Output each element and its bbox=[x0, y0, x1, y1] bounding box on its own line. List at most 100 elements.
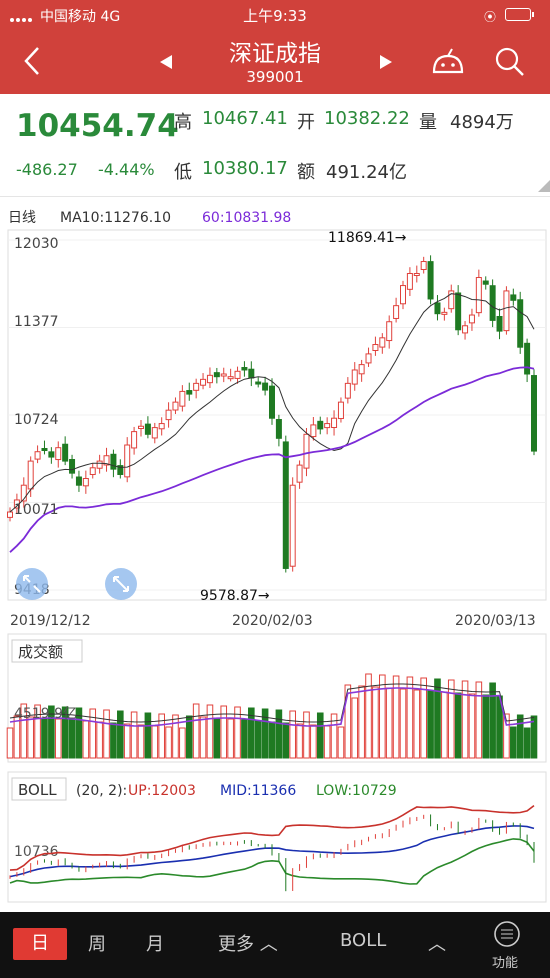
function-label[interactable]: 功能 bbox=[492, 956, 519, 971]
candle-body bbox=[269, 385, 275, 419]
back-icon[interactable] bbox=[22, 46, 42, 76]
signal-icon bbox=[10, 10, 34, 26]
volume-bar bbox=[330, 713, 338, 759]
volume-bar bbox=[123, 723, 131, 759]
period-label: 日线 bbox=[8, 210, 36, 226]
volume-bar bbox=[227, 718, 234, 759]
volume-title: 成交额 bbox=[18, 643, 63, 661]
tab-week[interactable]: 周 bbox=[88, 934, 106, 955]
volume-bar bbox=[248, 707, 255, 759]
boll-low-line bbox=[9, 838, 535, 885]
candle-body bbox=[144, 423, 151, 435]
candle-body bbox=[48, 451, 55, 458]
volume-bar bbox=[199, 716, 207, 759]
tab-month[interactable]: 月 bbox=[146, 934, 164, 955]
candle-body bbox=[317, 420, 324, 430]
candle-body bbox=[69, 459, 76, 474]
bottom-toolbar: 日 周 月 更多 ︿ BOLL ︿ 功能 bbox=[0, 912, 550, 978]
boll-tab[interactable] bbox=[11, 777, 67, 801]
clock: 上午9:33 bbox=[243, 7, 307, 25]
candle-body bbox=[96, 460, 103, 469]
candle-body bbox=[393, 305, 400, 319]
quote-panel: 10454.74 高 10467.41 开 10382.22 量 4894万 -… bbox=[0, 94, 550, 197]
next-stock-icon[interactable] bbox=[378, 54, 394, 70]
volume-bar bbox=[185, 715, 193, 759]
tab-day[interactable]: 日 bbox=[13, 928, 67, 960]
page-title: 深证成指 bbox=[229, 41, 321, 67]
boll-mid: MID:11366 bbox=[220, 783, 296, 799]
candle-body bbox=[34, 451, 41, 460]
zoom-out-button[interactable] bbox=[16, 568, 48, 600]
volume-bar bbox=[75, 707, 83, 759]
volume-bar bbox=[379, 674, 386, 759]
indicator-chevron-up-icon[interactable]: ︿ bbox=[428, 934, 446, 955]
candle-body bbox=[206, 374, 213, 384]
candle-body bbox=[303, 433, 310, 469]
kline-chart-area[interactable]: 日线 MA10:11276.10 60:10831.98 12030 11377… bbox=[0, 196, 550, 978]
candle-body bbox=[82, 478, 89, 487]
prev-stock-icon[interactable] bbox=[158, 54, 174, 70]
robot-assistant-icon[interactable] bbox=[430, 46, 466, 78]
tab-more[interactable]: 更多 ︿ bbox=[218, 930, 278, 956]
volume-bar bbox=[475, 681, 483, 759]
indicator-select[interactable]: BOLL bbox=[340, 930, 387, 951]
candle-body bbox=[103, 455, 110, 466]
volume-tab[interactable] bbox=[11, 639, 83, 663]
carrier-label: 中国移动 4G bbox=[40, 9, 121, 25]
more-label: 更多 bbox=[218, 934, 254, 955]
volume-bar bbox=[516, 714, 524, 759]
volume-bar bbox=[34, 704, 41, 759]
volume-bar bbox=[213, 717, 221, 759]
y-tick-1: 12030 bbox=[14, 236, 59, 252]
volume-bar bbox=[41, 717, 48, 759]
volume-bar bbox=[344, 684, 352, 759]
y-tick-3: 10724 bbox=[14, 412, 59, 428]
expand-corner-icon[interactable] bbox=[538, 180, 550, 192]
x-label-end: 2020/03/13 bbox=[455, 613, 536, 629]
search-icon[interactable] bbox=[494, 46, 526, 78]
volume-bar bbox=[337, 726, 345, 759]
candle-body bbox=[255, 381, 262, 385]
volume-bar bbox=[385, 687, 393, 759]
volume-bar bbox=[110, 722, 117, 759]
candle-body bbox=[89, 467, 96, 475]
candle-body bbox=[503, 290, 510, 332]
boll-price-ticks bbox=[9, 814, 535, 892]
open-value: 10382.22 bbox=[324, 108, 410, 129]
volume-bar bbox=[48, 705, 55, 759]
candle-body bbox=[75, 476, 82, 486]
volume-bar bbox=[289, 710, 296, 759]
volume-bar bbox=[144, 712, 152, 759]
candle-body bbox=[262, 382, 269, 391]
candle-body bbox=[27, 460, 34, 490]
candle-body bbox=[172, 401, 179, 411]
price-change: -486.27 bbox=[16, 160, 78, 179]
zoom-in-button[interactable] bbox=[105, 568, 137, 600]
volume-bar bbox=[434, 678, 441, 759]
candle-body bbox=[193, 382, 200, 391]
ma60-line bbox=[9, 366, 535, 553]
volume-bar bbox=[503, 713, 510, 759]
candle-body bbox=[468, 314, 475, 324]
candle-body bbox=[365, 353, 372, 364]
volume-bar bbox=[323, 725, 331, 759]
ma10-label: MA10:11276.10 bbox=[60, 210, 171, 226]
candle-body bbox=[386, 321, 393, 342]
high-marker: 11869.41→ bbox=[328, 230, 407, 246]
volume-bar bbox=[172, 714, 179, 759]
volume-bar bbox=[392, 675, 400, 759]
low-label: 低 bbox=[174, 162, 192, 183]
candle-body bbox=[55, 447, 62, 461]
candle-body bbox=[275, 419, 282, 439]
volume-bar bbox=[427, 690, 434, 759]
x-label-mid: 2020/02/03 bbox=[232, 613, 313, 629]
volume-bar bbox=[13, 715, 21, 759]
y-tick-2: 11377 bbox=[14, 314, 59, 330]
volume-bar bbox=[454, 692, 462, 759]
low-marker: 9578.87→ bbox=[200, 588, 270, 604]
volume-bar bbox=[523, 727, 531, 759]
candle-body bbox=[138, 425, 144, 430]
menu-icon[interactable] bbox=[493, 920, 521, 948]
volume-value: 4894万 bbox=[450, 112, 514, 133]
amount-label: 额 bbox=[297, 162, 315, 183]
